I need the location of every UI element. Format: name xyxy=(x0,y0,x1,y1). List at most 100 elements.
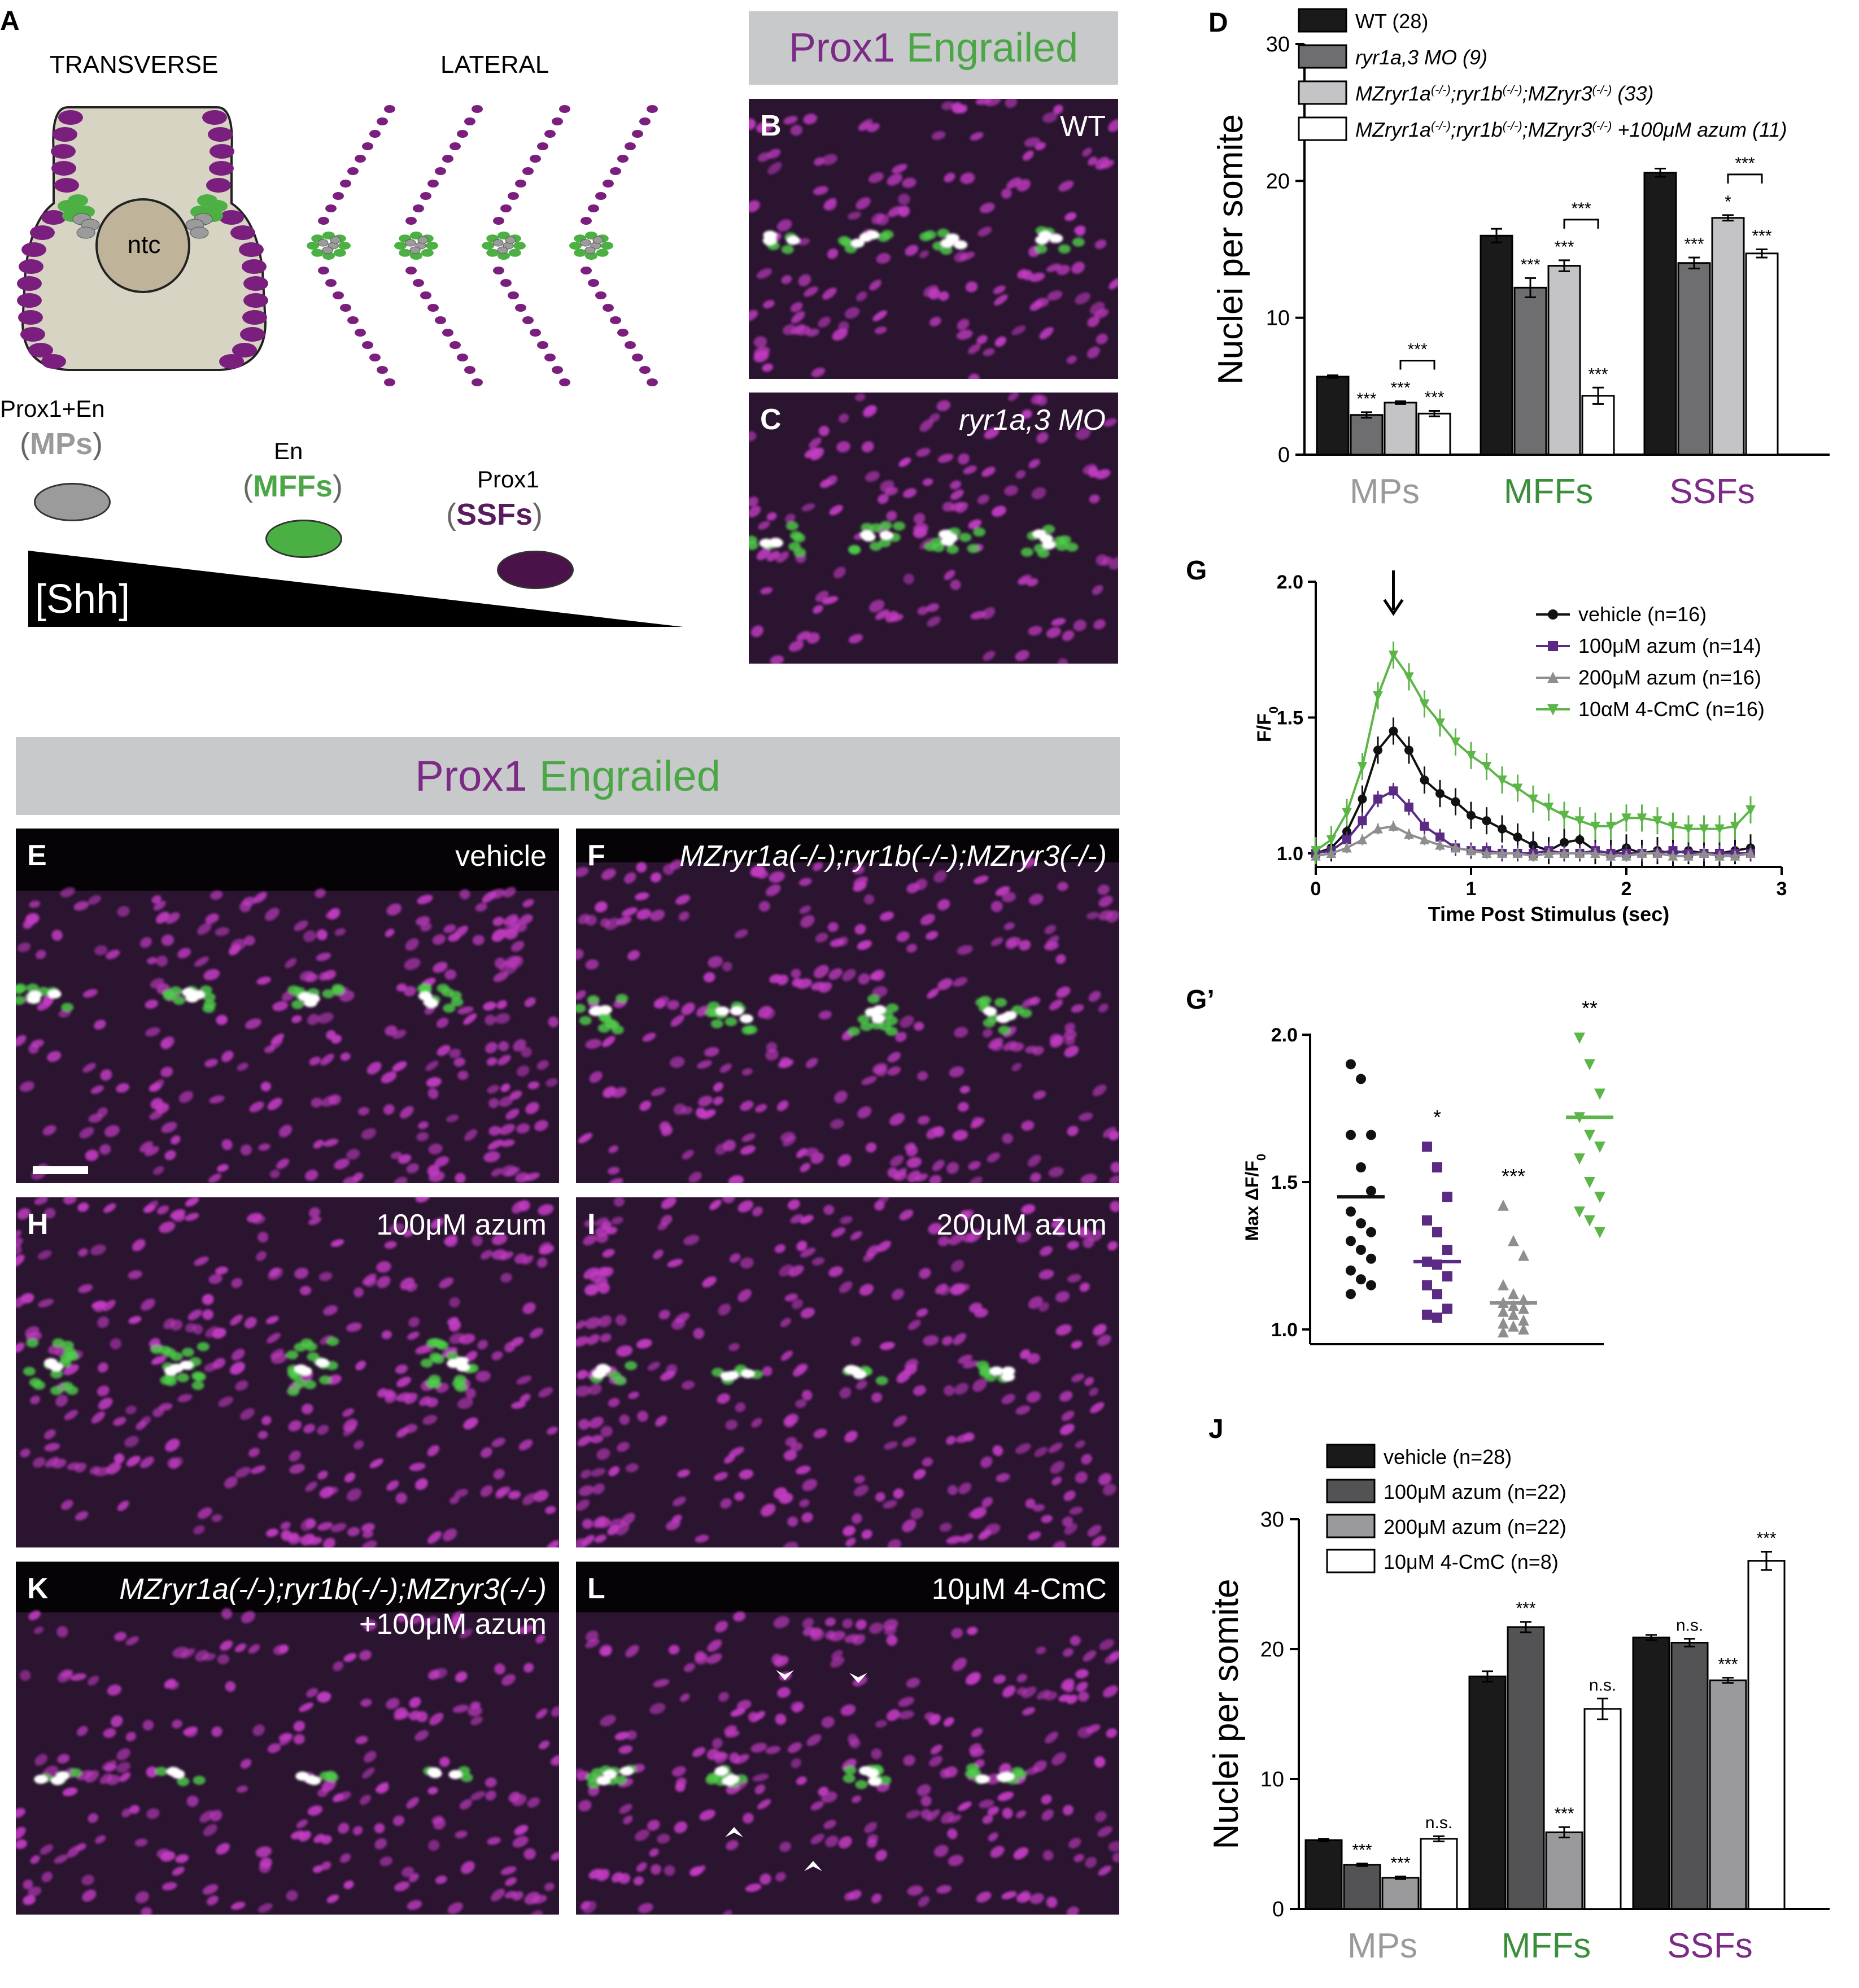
engrailed-nucleus xyxy=(725,1017,738,1027)
prox1-nucleus xyxy=(861,1076,877,1085)
ssf-cell xyxy=(559,378,570,386)
prox1-nucleus xyxy=(235,1380,248,1391)
prox1-nucleus xyxy=(1075,1471,1088,1484)
prox1-nucleus xyxy=(829,505,843,516)
prox1-nucleus xyxy=(33,1626,44,1634)
prox1-nucleus xyxy=(774,1244,786,1253)
ssf-cell xyxy=(369,130,381,138)
prox1-nucleus xyxy=(354,1440,364,1450)
prox1-nucleus xyxy=(491,1437,505,1448)
prox1-nucleus xyxy=(545,1506,556,1514)
prox1-nucleus xyxy=(893,1168,907,1180)
prox1-nucleus xyxy=(453,1057,465,1067)
data-point xyxy=(1714,851,1725,861)
prox1-nucleus xyxy=(285,958,297,969)
prox1-nucleus xyxy=(169,1681,180,1690)
prox1-nucleus xyxy=(920,1809,932,1820)
prox1-nucleus xyxy=(1046,263,1061,272)
prox1-nucleus xyxy=(950,489,964,500)
prox1-nucleus xyxy=(855,393,866,402)
prox1-nucleus xyxy=(1041,1809,1054,1821)
data-point xyxy=(1497,775,1507,786)
prox1-nucleus xyxy=(1055,1291,1070,1302)
prox1-nucleus xyxy=(803,114,818,125)
engrailed-nucleus xyxy=(881,230,894,239)
engrailed-nucleus xyxy=(959,533,972,542)
engrailed-nucleus xyxy=(26,1338,39,1348)
prox1-nucleus xyxy=(480,1485,493,1497)
prox1-nucleus xyxy=(241,1611,255,1624)
prox1-nucleus xyxy=(343,1176,359,1183)
ssf-cell xyxy=(464,117,475,125)
prox1-nucleus xyxy=(1051,618,1066,626)
prox1-nucleus xyxy=(354,1287,364,1298)
data-point xyxy=(1584,1059,1595,1071)
prox1-nucleus xyxy=(941,1336,953,1346)
engrailed-nucleus xyxy=(287,1387,300,1396)
prox1-nucleus xyxy=(475,1371,491,1382)
prox1-nucleus xyxy=(957,1102,969,1112)
prox1-nucleus xyxy=(697,1096,713,1107)
panel-label: D xyxy=(1208,8,1228,38)
prox1-nucleus xyxy=(254,892,267,904)
prox1-nucleus xyxy=(903,1755,915,1766)
prox1-nucleus xyxy=(535,1634,546,1643)
prox1-nucleus xyxy=(82,1063,96,1073)
prox1-nucleus xyxy=(346,1322,362,1332)
prox1-nucleus xyxy=(719,1063,732,1073)
prox1-nucleus xyxy=(529,1327,544,1339)
prox1-nucleus xyxy=(914,1022,924,1031)
micrograph-dark-region xyxy=(576,1562,1119,1612)
prox1-nucleus xyxy=(828,968,843,980)
legend-label: 200μM azum (n=22) xyxy=(1384,1515,1566,1538)
prox1-nucleus xyxy=(813,862,823,871)
prox1-nucleus xyxy=(856,197,871,210)
prox1-nucleus xyxy=(311,1097,323,1108)
prox1-nucleus xyxy=(880,480,894,492)
prox1-nucleus xyxy=(864,894,875,905)
engrailed-nucleus xyxy=(608,1371,621,1380)
colocalized-nucleus xyxy=(27,995,41,1004)
mff-cell xyxy=(569,242,582,250)
prox1-nucleus xyxy=(843,1525,856,1536)
prox1-nucleus xyxy=(959,1085,970,1094)
prox1-nucleus xyxy=(309,1207,321,1218)
prox1-nucleus xyxy=(30,1396,41,1405)
colocalized-nucleus xyxy=(50,1776,64,1785)
prox1-nucleus xyxy=(724,1725,737,1735)
ssf-cell xyxy=(17,293,42,308)
x-tick-label: 0 xyxy=(1311,878,1321,900)
prox1-nucleus xyxy=(588,1416,604,1429)
prox1-nucleus xyxy=(1073,1854,1084,1863)
data-point xyxy=(1420,775,1429,785)
mff-cell xyxy=(482,242,494,250)
prox1-nucleus xyxy=(132,1239,146,1252)
prox1-nucleus xyxy=(883,1619,898,1630)
prox1-nucleus xyxy=(498,1054,511,1066)
prox1-nucleus xyxy=(98,1397,113,1410)
ssf-cell xyxy=(347,167,359,175)
engrailed-nucleus xyxy=(789,531,802,540)
data-point xyxy=(1594,1141,1605,1153)
prox1-nucleus xyxy=(208,1173,222,1183)
nuclei-layer xyxy=(16,887,559,1183)
prox1-nucleus xyxy=(307,1805,323,1816)
prox1-nucleus xyxy=(811,982,826,991)
prox1-nucleus xyxy=(780,1132,795,1142)
prox1-nucleus xyxy=(1045,1732,1058,1743)
prox1-nucleus xyxy=(927,603,940,612)
prox1-nucleus xyxy=(749,505,761,518)
prox1-nucleus xyxy=(928,1714,941,1725)
prox1-nucleus xyxy=(20,1448,30,1458)
prox1-nucleus xyxy=(1097,1335,1111,1346)
prox1-nucleus xyxy=(523,1848,536,1860)
prox1-nucleus xyxy=(151,895,162,904)
prox1-nucleus xyxy=(1109,278,1118,290)
data-point xyxy=(1652,848,1662,858)
prox1-nucleus xyxy=(267,1743,281,1753)
micrograph-dark-region xyxy=(16,829,559,891)
prox1-nucleus xyxy=(738,1289,752,1302)
prox1-nucleus xyxy=(114,1632,127,1641)
prox1-nucleus xyxy=(1106,1728,1118,1738)
prox1-nucleus xyxy=(886,1634,898,1646)
